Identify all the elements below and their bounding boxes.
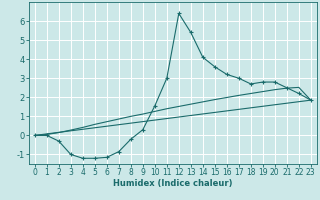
X-axis label: Humidex (Indice chaleur): Humidex (Indice chaleur) bbox=[113, 179, 233, 188]
